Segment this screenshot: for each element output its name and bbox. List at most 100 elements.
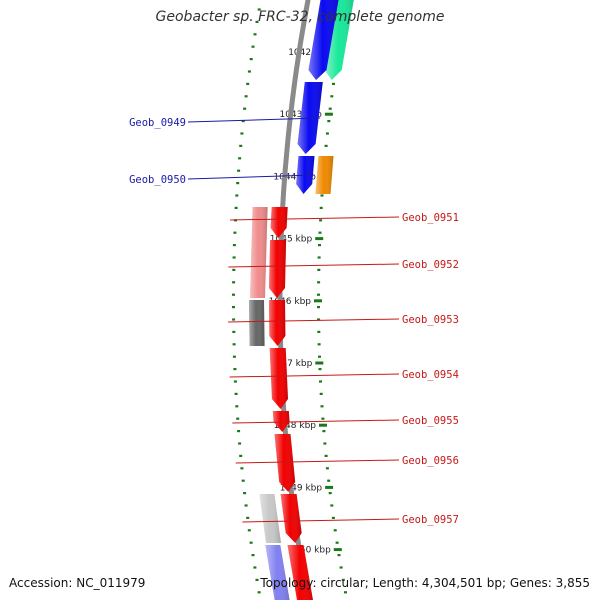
guide-dot	[319, 392, 323, 395]
guide-dot	[317, 318, 321, 321]
guide-dot	[247, 70, 251, 73]
guide-dot	[232, 355, 236, 358]
dotted-ring-guides	[232, 8, 348, 594]
guide-dot	[257, 591, 261, 594]
guide-dot	[330, 95, 334, 98]
gene-leader-line	[230, 216, 400, 221]
scale-tick-label: 1049 kbp	[280, 483, 323, 493]
guide-dot	[253, 33, 257, 36]
guide-dot	[246, 516, 250, 519]
guide-dot	[318, 244, 321, 247]
guide-dot	[332, 82, 335, 85]
guide-dot	[317, 306, 320, 309]
gene-block	[272, 411, 290, 432]
scale-tick-label: 1048 kbp	[274, 421, 317, 431]
guide-dot	[241, 479, 245, 482]
scale-tick-label: 1046 kbp	[269, 297, 312, 307]
guide-dot	[327, 120, 331, 123]
gene-block	[308, 0, 339, 80]
guide-dot	[238, 157, 242, 160]
guide-dot	[246, 82, 250, 85]
gene-leader-line	[235, 459, 400, 464]
guide-dot	[328, 492, 332, 495]
guide-dot	[255, 578, 259, 581]
scale-tick-label: 1045 kbp	[270, 235, 313, 245]
guide-dot	[249, 541, 253, 544]
gene-leader-line	[187, 174, 315, 180]
gene-label[interactable]: Geob_0952	[402, 259, 459, 271]
guide-dot	[319, 380, 322, 383]
guide-dot	[232, 318, 236, 321]
guide-dot	[236, 417, 240, 420]
guide-dot	[251, 45, 255, 48]
scale-tick	[315, 361, 324, 365]
guide-dot	[243, 107, 247, 110]
gene-block	[315, 156, 334, 194]
guide-dot	[317, 293, 320, 296]
guide-dot	[337, 554, 341, 557]
gene-label[interactable]: Geob_0951	[402, 212, 459, 224]
guide-dot	[247, 529, 251, 532]
guide-dot	[317, 343, 321, 346]
scale-tick-label: 1043 kbp	[279, 110, 322, 120]
guide-dot	[318, 355, 321, 358]
scale-tick	[324, 112, 333, 116]
guide-dot	[317, 281, 321, 284]
guide-dot	[233, 368, 237, 371]
guide-dot	[324, 144, 328, 147]
guide-dot	[330, 504, 334, 507]
guide-dot	[320, 194, 324, 197]
guide-dot	[317, 256, 321, 259]
guide-dot	[253, 566, 257, 569]
scale-tick	[333, 548, 342, 552]
gene-label[interactable]: Geob_0957	[402, 514, 459, 526]
guide-dot	[238, 442, 242, 445]
accession-text: Accession: NC_011979	[9, 576, 146, 590]
guide-dot	[232, 306, 235, 309]
gene-leader-line	[242, 518, 400, 523]
guide-dot	[324, 454, 328, 457]
guide-dot	[331, 516, 335, 519]
guide-dot	[319, 206, 323, 209]
gene-label[interactable]: Geob_0954	[402, 369, 459, 381]
guide-dot	[328, 107, 332, 110]
guide-dot	[232, 281, 236, 284]
guide-dot	[233, 231, 237, 234]
scale-tick	[315, 237, 324, 241]
scale-tick	[314, 299, 322, 303]
gene-leader-line	[228, 318, 400, 323]
guide-dot	[320, 405, 324, 408]
guide-dot	[239, 454, 243, 457]
guide-dot	[240, 467, 244, 470]
guide-dot	[243, 492, 247, 495]
gene-leader-line	[187, 117, 321, 123]
gene-label[interactable]: Geob_0950	[129, 174, 186, 186]
scale-tick	[319, 423, 327, 427]
guide-dot	[237, 430, 241, 433]
guide-dot	[318, 368, 322, 371]
scale-ticks: 1042 kbp 1043 kbp 1044 kbp 1045 kbp 1046 kbp…	[269, 48, 342, 556]
guide-dot	[232, 330, 236, 333]
guide-dot	[318, 231, 322, 234]
guide-dot	[317, 268, 321, 271]
scale-tick-label: 1044 kbp	[273, 172, 316, 182]
gene-block	[250, 207, 268, 298]
gene-block	[270, 207, 288, 238]
gene-label[interactable]: Geob_0949	[129, 117, 186, 129]
guide-dot	[257, 8, 261, 11]
gene-block	[287, 545, 313, 600]
guide-dot	[244, 504, 248, 507]
gene-label[interactable]: Geob_0953	[402, 314, 459, 326]
genome-title: Geobacter sp. FRC-32, complete genome	[155, 9, 445, 25]
gene-label[interactable]: Geob_0955	[402, 415, 459, 427]
gene-block	[324, 0, 354, 80]
scale-tick-label: 1047 kbp	[270, 359, 313, 369]
scale-tick	[325, 485, 334, 489]
guide-dot	[232, 293, 235, 296]
gene-leader-line	[229, 373, 400, 378]
gene-label[interactable]: Geob_0956	[402, 455, 459, 467]
gene-leader-line	[232, 419, 400, 424]
gene-leader-line	[228, 263, 400, 268]
guide-dot	[233, 380, 237, 383]
